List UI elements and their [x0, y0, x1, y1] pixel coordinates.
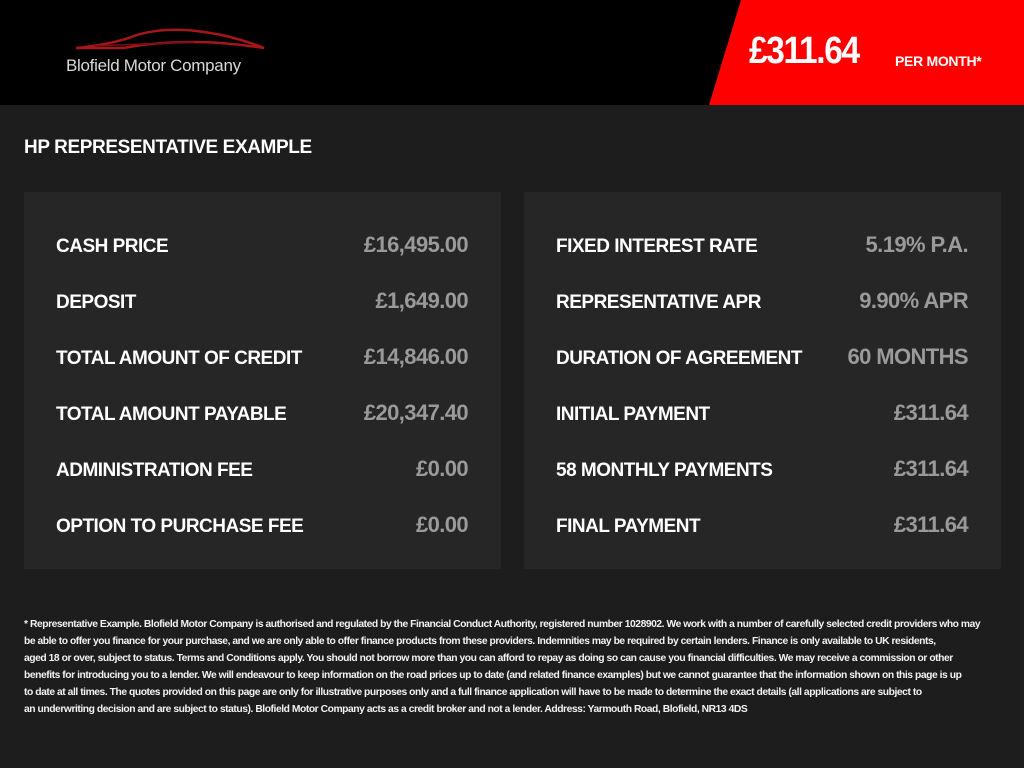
finance-row: REPRESENTATIVE APR 9.90% APR	[556, 284, 969, 314]
monthly-price: £311.64	[749, 30, 860, 72]
header: Blofield Motor Company £311.64 PER MONTH…	[0, 0, 1024, 105]
finance-label: FINAL PAYMENT	[556, 516, 701, 537]
finance-label: DEPOSIT	[56, 292, 136, 313]
finance-label: TOTAL AMOUNT OF CREDIT	[56, 348, 302, 369]
finance-value: £16,495.00	[363, 232, 469, 257]
finance-value: £311.64	[893, 400, 969, 425]
section-title: HP REPRESENTATIVE EXAMPLE	[24, 137, 312, 158]
disclaimer-line: be able to offer you finance for your pu…	[24, 636, 936, 648]
finance-row: OPTION TO PURCHASE FEE £0.00	[56, 508, 469, 538]
finance-value: £311.64	[893, 512, 969, 537]
car-silhouette-icon	[75, 28, 265, 50]
finance-row: INITIAL PAYMENT £311.64	[556, 396, 969, 426]
disclaimer-line: to date at all times. The quotes provide…	[24, 687, 922, 699]
finance-value: £20,347.40	[363, 400, 469, 425]
disclaimer-line: aged 18 or over, subject to status. Term…	[24, 653, 953, 665]
disclaimer-footer: * Representative Example. Blofield Motor…	[0, 592, 1024, 768]
finance-row: DURATION OF AGREEMENT 60 MONTHS	[556, 340, 969, 370]
finance-value: £14,846.00	[363, 344, 469, 369]
disclaimer-line: benefits for introducing you to a lender…	[24, 670, 962, 682]
finance-label: REPRESENTATIVE APR	[556, 292, 761, 313]
finance-value: 9.90% APR	[859, 288, 968, 313]
finance-value: £1,649.00	[375, 288, 469, 313]
finance-row: CASH PRICE £16,495.00	[56, 228, 469, 258]
finance-row: TOTAL AMOUNT PAYABLE £20,347.40	[56, 396, 469, 426]
finance-row: TOTAL AMOUNT OF CREDIT £14,846.00	[56, 340, 469, 370]
finance-label: CASH PRICE	[56, 236, 169, 257]
finance-value: 5.19% P.A.	[865, 232, 969, 257]
finance-label: ADMINISTRATION FEE	[56, 460, 253, 481]
finance-value: 60 MONTHS	[847, 344, 968, 369]
per-month-label: PER MONTH*	[895, 53, 982, 69]
finance-label: 58 MONTHLY PAYMENTS	[556, 460, 773, 481]
finance-row: DEPOSIT £1,649.00	[56, 284, 469, 314]
disclaimer-line: an underwriting decision and are subject…	[24, 704, 748, 716]
disclaimer-line: * Representative Example. Blofield Motor…	[24, 619, 981, 630]
monthly-price-banner: £311.64 PER MONTH*	[709, 0, 1024, 105]
finance-label: TOTAL AMOUNT PAYABLE	[56, 404, 287, 425]
finance-row: ADMINISTRATION FEE £0.00	[56, 452, 469, 482]
logo[interactable]: Blofield Motor Company	[62, 26, 282, 82]
logo-text: Blofield Motor Company	[66, 56, 241, 75]
finance-row: 58 MONTHLY PAYMENTS £311.64	[556, 452, 969, 482]
finance-label: FIXED INTEREST RATE	[556, 236, 758, 257]
finance-value: £0.00	[415, 456, 469, 481]
finance-label: OPTION TO PURCHASE FEE	[56, 516, 304, 537]
finance-label: DURATION OF AGREEMENT	[556, 348, 803, 369]
finance-panel-right: FIXED INTEREST RATE 5.19% P.A. REPRESENTAT…	[524, 192, 1001, 569]
finance-panel-left: CASH PRICE £16,495.00 DEPOSIT £1,649.00 TOTA…	[24, 192, 501, 569]
finance-value: £0.00	[415, 512, 469, 537]
finance-label: INITIAL PAYMENT	[556, 404, 710, 425]
finance-row: FINAL PAYMENT £311.64	[556, 508, 969, 538]
finance-value: £311.64	[893, 456, 969, 481]
disclaimer-text: * Representative Example. Blofield Motor…	[24, 616, 981, 719]
finance-row: FIXED INTEREST RATE 5.19% P.A.	[556, 228, 969, 258]
